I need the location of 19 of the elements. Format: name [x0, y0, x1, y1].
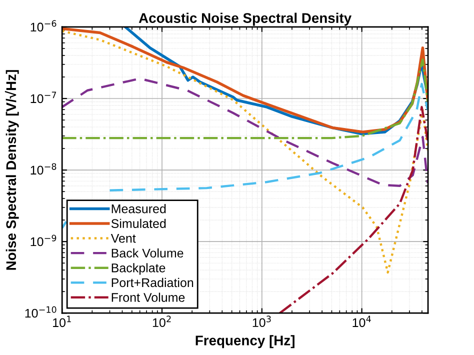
y-tick-label: 10$^{−9}$ [30, 234, 56, 246]
x-tick-label: 10$^{4}$ [352, 316, 371, 328]
legend-label: Back Volume [112, 248, 184, 258]
chart-title: Acoustic Noise Spectral Density [138, 12, 352, 26]
x-tick-label: 10$^{1}$ [53, 316, 71, 328]
legend-label: Vent [110, 234, 136, 243]
x-tick-label: 10$^{3}$ [252, 316, 271, 328]
y-tick-label: 10$^{−10}$ [25, 306, 56, 318]
x-tick-label: 10$^{2}$ [152, 316, 171, 328]
legend-label: Simulated [111, 218, 166, 228]
y-tick-label: 10$^{−7}$ [30, 92, 56, 104]
x-axis-title: Frequency [Hz] [196, 335, 294, 348]
y-axis-title: Noise Spectral Density [V/√Hz] [4, 70, 19, 270]
legend-label: Backplate [112, 263, 166, 275]
legend-label: Port+Radiation [112, 278, 194, 288]
y-tick-label: 10$^{−8}$ [30, 163, 56, 175]
legend-label: Front Volume [112, 292, 185, 302]
legend-label: Measured [112, 204, 166, 214]
y-tick-label: 10$^{−6}$ [30, 20, 56, 32]
